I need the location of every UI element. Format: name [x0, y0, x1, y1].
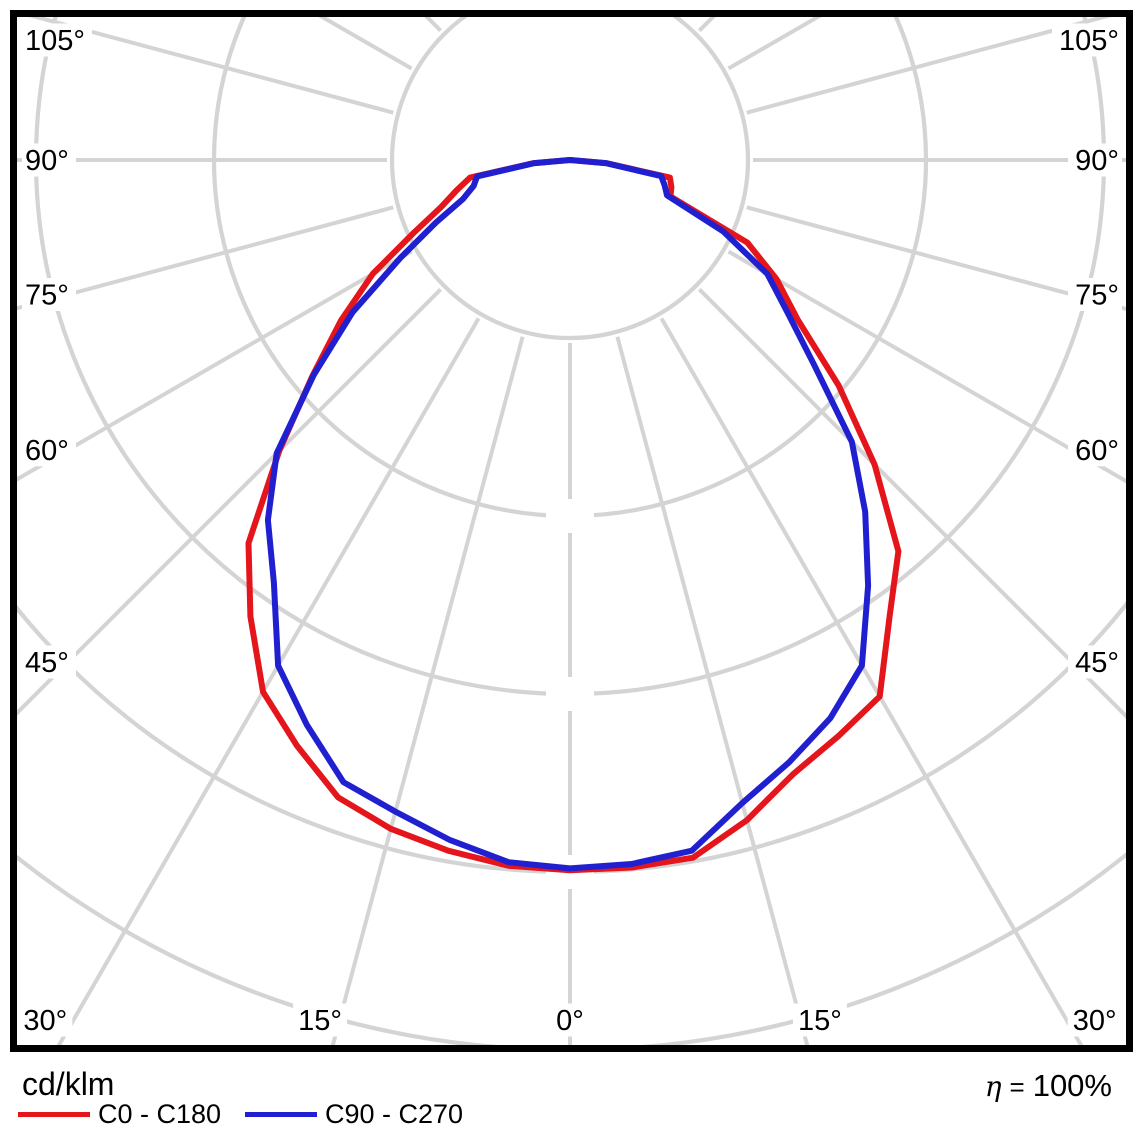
angle-label-box	[551, 1003, 589, 1037]
legend-line-blue	[245, 1111, 317, 1117]
legend-item-c0-c180: C0 - C180	[18, 1098, 222, 1129]
grid-ray	[746, 205, 1126, 312]
grid-ray	[615, 336, 810, 1045]
curve-c90-c270	[264, 157, 872, 872]
grid-ray	[697, 287, 1126, 719]
angle-tick-label: 60°	[25, 435, 69, 467]
grid-ray	[17, 287, 443, 716]
light-output-ratio: η = 100%	[985, 1068, 1112, 1104]
grid-ray	[746, 17, 1112, 115]
chart-border	[10, 10, 1133, 1052]
angle-tick-label: 30°	[1073, 1005, 1117, 1037]
angle-tick-label: 75°	[1075, 280, 1119, 312]
angle-label-box	[22, 433, 76, 467]
ring-label-gap	[546, 499, 594, 533]
grid-ring	[389, 17, 751, 341]
angle-label-box	[18, 1003, 73, 1037]
angle-tick-label: 75°	[25, 280, 69, 312]
radial-unit-label: cd/klm	[22, 1066, 115, 1102]
angle-label-box	[1067, 1003, 1122, 1037]
angle-tick-label: 45°	[25, 647, 69, 679]
legend-label-c90-c270: C90 - C270	[325, 1098, 464, 1129]
legend-line-red	[18, 1111, 90, 1117]
grid-ray	[17, 205, 394, 311]
angle-label-box	[22, 278, 76, 312]
angle-label-box	[293, 1003, 348, 1037]
angle-label-box	[1052, 23, 1122, 57]
angle-tick-label: 0°	[556, 1005, 584, 1037]
angle-tick-label: 90°	[25, 145, 69, 177]
angle-tick-label: 105°	[1059, 25, 1119, 57]
eta-symbol: η	[984, 1070, 1002, 1103]
grid-ray	[17, 249, 413, 482]
grid-ray	[0, 0, 479, 2]
eta-equals: =	[1009, 1072, 1025, 1102]
angle-tick-label: 105°	[25, 25, 85, 57]
grid-ray	[659, 317, 1084, 1045]
angle-label-box	[792, 1003, 847, 1037]
eta-value: 100%	[1032, 1068, 1112, 1103]
angle-label-box	[22, 645, 76, 679]
ring-label-gap	[546, 677, 594, 711]
angle-tick-label: 15°	[298, 1005, 342, 1037]
angle-tick-label: 15°	[798, 1005, 842, 1037]
grid-ray	[56, 317, 481, 1045]
angle-tick-label: 90°	[1075, 145, 1119, 177]
angle-label-box	[22, 23, 92, 57]
angle-tick-label: 60°	[1075, 435, 1119, 467]
angle-label-box	[1068, 645, 1122, 679]
legend-label-c0-c180: C0 - C180	[98, 1098, 222, 1129]
grid-ray	[330, 336, 525, 1045]
angle-label-box	[22, 143, 76, 177]
angle-label-box	[1068, 278, 1122, 312]
grid-ray	[727, 249, 1126, 484]
angle-tick-label: 30°	[23, 1005, 67, 1037]
angle-tick-label: 45°	[1075, 647, 1119, 679]
legend-item-c90-c270: C90 - C270	[245, 1098, 464, 1129]
angle-label-box	[1068, 143, 1122, 177]
grid-ray	[28, 17, 394, 115]
grid-ray	[662, 0, 1143, 2]
angle-label-box	[1068, 433, 1122, 467]
